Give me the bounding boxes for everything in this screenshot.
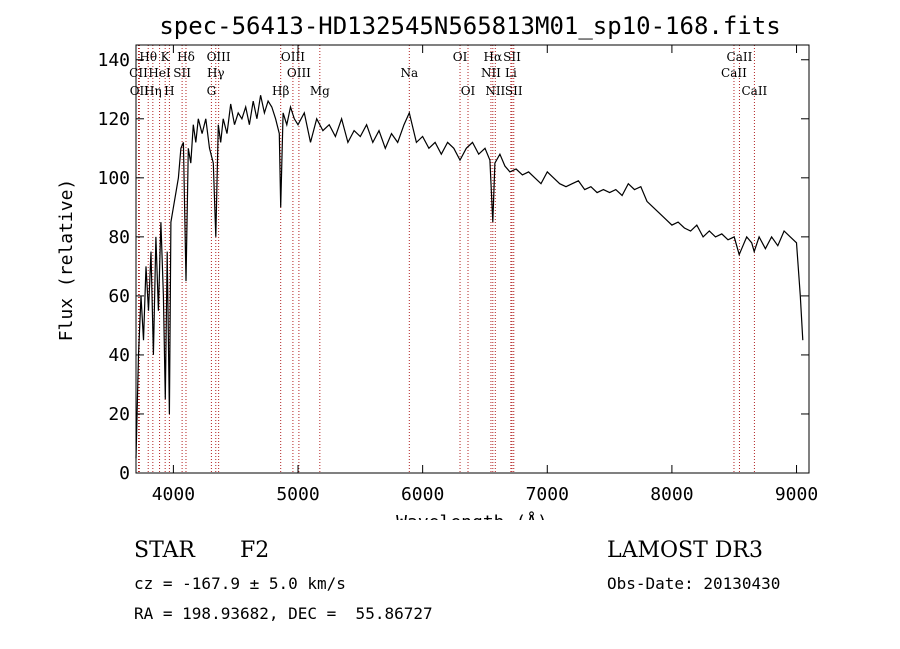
series-line-0: [135, 95, 804, 459]
line-label-1: Hθ: [139, 50, 157, 64]
line-label-10: Hγ: [207, 66, 225, 80]
line-label-25: CaII: [721, 66, 747, 80]
redshift-readout: cz = -167.9 ± 5.0 km/s: [134, 574, 346, 593]
line-label-6: SII: [173, 66, 191, 80]
y-tick-label-5: 100: [97, 168, 130, 189]
line-label-2: Hη: [144, 84, 162, 98]
y-tick-label-7: 140: [97, 50, 130, 71]
line-label-8: Hδ: [177, 50, 195, 64]
line-label-23: Li: [505, 66, 517, 80]
line-label-13: OIII: [281, 50, 305, 64]
x-axis: 4000 5000 6000 7000 8000 9000: [152, 45, 818, 505]
plot-frame: [135, 44, 810, 474]
spectrum-series: [135, 95, 804, 459]
spectrum-chart: spec-56413-HD132545N565813M01_sp10-168.f…: [56, 12, 818, 520]
x-axis-label: Wavelength (Å): [396, 511, 548, 520]
line-label-19: Hα: [484, 50, 503, 64]
object-class: STAR: [134, 538, 195, 563]
chart-title: spec-56413-HD132545N565813M01_sp10-168.f…: [159, 12, 780, 40]
subclass: F2: [240, 538, 270, 563]
spectral-line-markers: [137, 45, 755, 473]
line-label-9: OIII: [207, 50, 231, 64]
line-label-4: HeI: [148, 66, 171, 80]
line-label-21: NII: [485, 84, 505, 98]
x-tick-label-4: 8000: [650, 484, 693, 505]
line-label-3: CII: [129, 66, 148, 80]
line-label-11: G: [207, 84, 217, 98]
line-label-26: CaII: [727, 50, 753, 64]
line-label-7: H: [164, 84, 174, 98]
line-label-0: OII: [130, 84, 150, 98]
line-label-27: CaII: [741, 84, 767, 98]
y-tick-label-2: 40: [108, 345, 130, 366]
line-label-17: OI: [453, 50, 468, 64]
x-tick-label-2: 6000: [401, 484, 444, 505]
line-label-24: SII: [505, 84, 523, 98]
survey-name: LAMOST DR3: [607, 538, 763, 563]
y-tick-label-0: 0: [119, 463, 130, 484]
x-tick-label-0: 4000: [152, 484, 195, 505]
x-tick-label-1: 5000: [276, 484, 319, 505]
line-label-16: Na: [400, 66, 418, 80]
y-tick-label-3: 60: [108, 286, 130, 307]
line-label-5: K: [161, 50, 171, 64]
line-label-12: Hβ: [272, 84, 289, 98]
y-tick-label-1: 20: [108, 404, 130, 425]
coordinates: RA = 198.93682, DEC = 55.86727: [134, 604, 433, 623]
x-tick-label-3: 7000: [526, 484, 569, 505]
y-tick-label-6: 120: [97, 109, 130, 130]
line-label-22: SII: [503, 50, 521, 64]
obs-date: Obs-Date: 20130430: [607, 574, 781, 593]
line-label-14: OIII: [287, 66, 311, 80]
y-axis-label: Flux (relative): [56, 179, 77, 342]
line-label-20: NII: [481, 66, 501, 80]
y-tick-label-4: 80: [108, 227, 130, 248]
line-label-15: Mg: [310, 84, 330, 98]
x-tick-label-5: 9000: [775, 484, 818, 505]
y-axis: 0 20 40 60 80 100 120 140: [97, 50, 809, 484]
line-label-18: OI: [461, 84, 476, 98]
